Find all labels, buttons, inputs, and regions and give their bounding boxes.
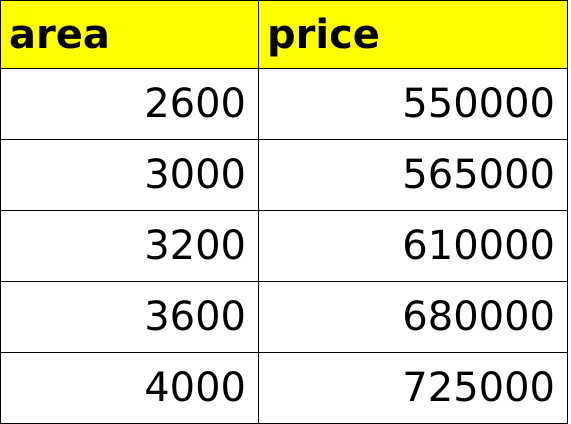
cell-price[interactable]: 680000: [258, 281, 568, 353]
cell-price[interactable]: 565000: [258, 139, 568, 211]
header-cell-price[interactable]: price: [258, 0, 568, 69]
table-row: 3600 680000: [0, 281, 568, 353]
table-row: 4000 725000: [0, 352, 568, 424]
header-row: area price: [0, 0, 568, 69]
table-row: 3200 610000: [0, 210, 568, 282]
cell-area[interactable]: 3000: [0, 139, 259, 211]
table-row: 2600 550000: [0, 68, 568, 140]
cell-area[interactable]: 4000: [0, 352, 259, 424]
cell-area[interactable]: 3600: [0, 281, 259, 353]
cell-price[interactable]: 725000: [258, 352, 568, 424]
table-row: 3000 565000: [0, 139, 568, 211]
cell-area[interactable]: 2600: [0, 68, 259, 140]
cell-price[interactable]: 610000: [258, 210, 568, 282]
cell-price[interactable]: 550000: [258, 68, 568, 140]
cell-area[interactable]: 3200: [0, 210, 259, 282]
header-cell-area[interactable]: area: [0, 0, 259, 69]
